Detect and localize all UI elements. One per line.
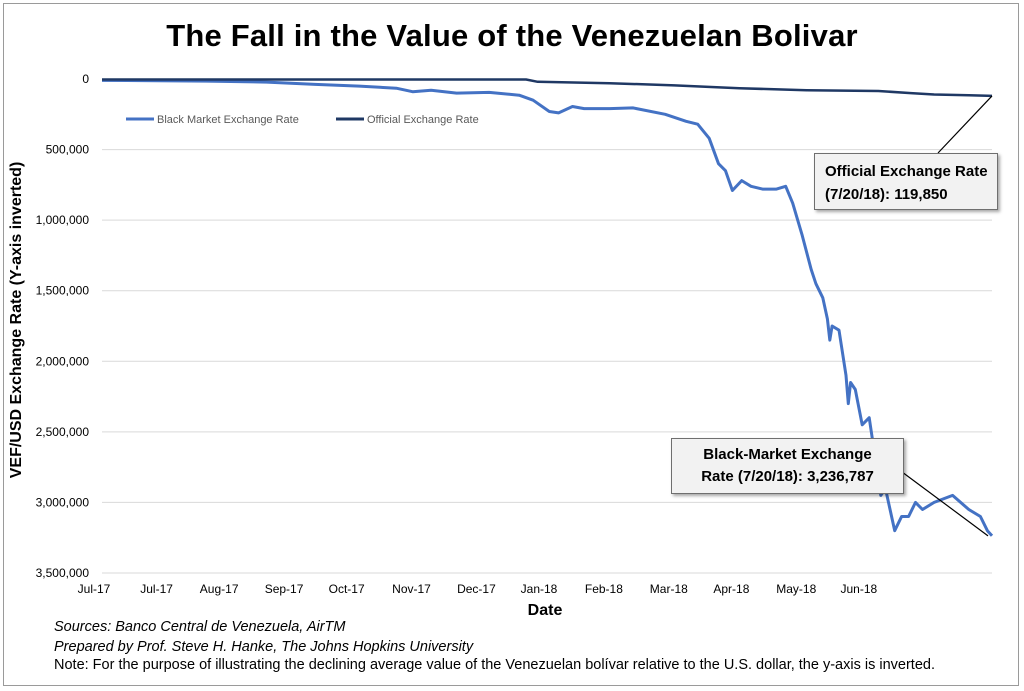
- y-tick-label: 1,500,000: [36, 284, 90, 298]
- legend-label: Official Exchange Rate: [367, 114, 479, 126]
- x-tick-label: Mar-18: [650, 582, 688, 596]
- x-tick-label: Nov-17: [392, 582, 431, 596]
- axes: 0 500,000 1,000,000 1,500,000 2,000,000 2,500…: [36, 72, 992, 596]
- black-market-series-line: [101, 78, 994, 537]
- x-tick-label: Dec-17: [457, 582, 496, 596]
- x-tick-label: Apr-18: [713, 582, 749, 596]
- x-tick-label: Aug-17: [200, 582, 239, 596]
- prepared-by-note: Prepared by Prof. Steve H. Hanke, The Jo…: [54, 639, 474, 655]
- chart-frame: [3, 3, 1019, 686]
- x-tick-label: Jul-17: [140, 582, 173, 596]
- y-tick-label: 2,000,000: [36, 354, 90, 368]
- black-callout-line1: Black-Market Exchange: [703, 446, 872, 463]
- y-tick-label: 2,500,000: [36, 425, 90, 439]
- x-axis-label: Date: [527, 602, 563, 619]
- x-tick-label: Sep-17: [265, 582, 304, 596]
- y-tick-label: 500,000: [46, 143, 90, 157]
- y-axis-label: VEF/USD Exchange Rate (Y-axis inverted): [8, 161, 25, 479]
- black-callout-line2: Rate (7/20/18): 3,236,787: [701, 468, 874, 485]
- x-tick-label: Feb-18: [585, 582, 623, 596]
- official-series-line: [102, 78, 993, 98]
- official-rate-callout: Official Exchange Rate (7/20/18): 119,85…: [814, 153, 998, 210]
- x-tick-label: Jun-18: [840, 582, 877, 596]
- legend-label: Black Market Exchange Rate: [157, 114, 299, 126]
- black-market-rate-callout: Black-Market Exchange Rate (7/20/18): 3,…: [671, 438, 904, 494]
- x-tick-label: Jan-18: [521, 582, 558, 596]
- series-lines: [101, 78, 994, 537]
- x-tick-label: Oct-17: [329, 582, 365, 596]
- y-tick-label: 3,000,000: [36, 495, 90, 509]
- y-tick-label: 1,000,000: [36, 213, 90, 227]
- official-callout-line2: (7/20/18): 119,850: [825, 186, 948, 203]
- sources-note: Sources: Banco Central de Venezuela, Air…: [54, 619, 346, 635]
- gridlines: [102, 149, 992, 574]
- x-tick-label: May-18: [776, 582, 816, 596]
- chart-title: The Fall in the Value of the Venezuelan …: [166, 18, 858, 53]
- y-tick-label: 0: [82, 72, 89, 86]
- legend: Black Market Exchange Rate Official Excha…: [126, 114, 479, 126]
- y-tick-label: 3,500,000: [36, 566, 90, 580]
- black-callout-leader: [893, 465, 989, 537]
- inverted-axis-note: Note: For the purpose of illustrating th…: [54, 657, 935, 673]
- official-callout-leader: [937, 95, 993, 154]
- official-callout-line1: Official Exchange Rate: [825, 163, 988, 180]
- callout-leaders: [893, 95, 993, 537]
- x-tick-label: Jul-17: [78, 582, 111, 596]
